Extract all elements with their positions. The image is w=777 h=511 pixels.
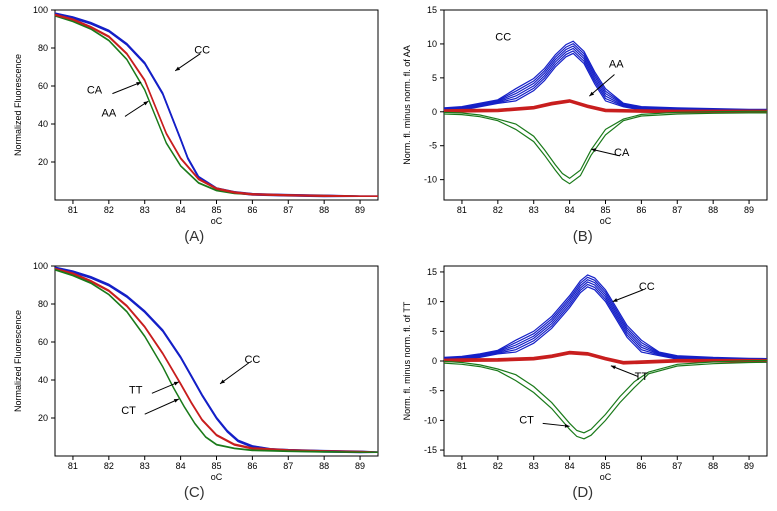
svg-text:10: 10 — [426, 39, 436, 49]
svg-text:86: 86 — [636, 205, 646, 215]
svg-text:10: 10 — [426, 296, 436, 306]
svg-text:oC: oC — [599, 216, 611, 226]
svg-text:84: 84 — [176, 205, 186, 215]
svg-text:87: 87 — [672, 205, 682, 215]
svg-text:80: 80 — [38, 299, 48, 309]
svg-text:100: 100 — [33, 5, 48, 15]
svg-text:AA: AA — [101, 107, 116, 119]
svg-text:-15: -15 — [423, 445, 436, 455]
svg-text:CA: CA — [87, 85, 103, 97]
svg-text:82: 82 — [104, 461, 114, 471]
svg-text:85: 85 — [211, 461, 221, 471]
svg-text:40: 40 — [38, 375, 48, 385]
svg-text:TT: TT — [129, 384, 143, 396]
svg-text:84: 84 — [176, 461, 186, 471]
svg-text:CC: CC — [495, 32, 511, 44]
svg-text:CT: CT — [519, 414, 534, 426]
svg-text:-10: -10 — [423, 415, 436, 425]
panel-D-cell: 81 82 83 84 85 86 87 88 89 -15 -10 -5 0 5 10 15 oC Norm. … — [389, 256, 777, 511]
svg-text:81: 81 — [68, 205, 78, 215]
svg-text:5: 5 — [431, 326, 436, 336]
svg-text:oC: oC — [211, 216, 223, 226]
svg-text:Normalized Fluorescence: Normalized Fluorescence — [13, 309, 23, 411]
svg-text:84: 84 — [564, 205, 574, 215]
svg-text:86: 86 — [247, 205, 257, 215]
svg-text:87: 87 — [283, 205, 293, 215]
panel-C-chart: 81 82 83 84 85 86 87 88 89 20 40 60 80 100 oC Normalize… — [0, 256, 388, 486]
svg-text:84: 84 — [564, 461, 574, 471]
svg-text:40: 40 — [38, 119, 48, 129]
svg-text:86: 86 — [636, 461, 646, 471]
panel-C-label: (C) — [0, 484, 389, 501]
panel-B-label: (B) — [389, 228, 777, 245]
svg-text:83: 83 — [140, 205, 150, 215]
panel-A-cell: 81 82 83 84 85 86 87 88 89 20 40 60 80 100 oC Normalize… — [0, 0, 389, 256]
svg-text:80: 80 — [38, 43, 48, 53]
svg-text:15: 15 — [426, 266, 436, 276]
svg-text:83: 83 — [528, 461, 538, 471]
svg-text:-5: -5 — [428, 385, 436, 395]
svg-text:87: 87 — [283, 461, 293, 471]
svg-text:88: 88 — [708, 205, 718, 215]
svg-text:81: 81 — [456, 205, 466, 215]
svg-text:60: 60 — [38, 337, 48, 347]
panel-A-label: (A) — [0, 228, 389, 245]
svg-text:60: 60 — [38, 81, 48, 91]
svg-text:88: 88 — [708, 461, 718, 471]
svg-text:CC: CC — [194, 45, 210, 57]
svg-text:oC: oC — [211, 472, 223, 482]
svg-text:83: 83 — [140, 461, 150, 471]
svg-text:82: 82 — [492, 205, 502, 215]
svg-text:86: 86 — [247, 461, 257, 471]
svg-text:89: 89 — [744, 461, 754, 471]
panel-D-label: (D) — [389, 484, 777, 501]
svg-text:15: 15 — [426, 5, 436, 15]
svg-text:-5: -5 — [428, 141, 436, 151]
panel-D-chart: 81 82 83 84 85 86 87 88 89 -15 -10 -5 0 5 10 15 oC Norm. … — [389, 256, 777, 486]
svg-text:TT: TT — [634, 371, 648, 383]
svg-text:89: 89 — [744, 205, 754, 215]
svg-text:oC: oC — [599, 472, 611, 482]
svg-text:0: 0 — [431, 107, 436, 117]
svg-text:20: 20 — [38, 157, 48, 167]
svg-text:88: 88 — [319, 205, 329, 215]
svg-text:Normalized Fluorescence: Normalized Fluorescence — [13, 54, 23, 156]
svg-text:CA: CA — [614, 147, 630, 159]
svg-text:89: 89 — [355, 205, 365, 215]
svg-text:81: 81 — [456, 461, 466, 471]
panel-grid: 81828384858687888920406080100oCNormalize… — [0, 0, 777, 511]
svg-text:82: 82 — [492, 461, 502, 471]
panel-C-cell: 81 82 83 84 85 86 87 88 89 20 40 60 80 100 oC Normalize… — [0, 256, 389, 511]
svg-text:85: 85 — [600, 461, 610, 471]
svg-text:Norm. fl. minus norm. fl. of A: Norm. fl. minus norm. fl. of AA — [402, 45, 412, 165]
svg-text:82: 82 — [104, 205, 114, 215]
panel-B-chart: 81 82 83 84 85 86 87 88 89 -10 -5 0 5 10 15 oC Norm. fl.… — [389, 0, 777, 230]
svg-text:0: 0 — [431, 356, 436, 366]
svg-text:CT: CT — [121, 405, 136, 417]
panel-B-cell: 81 82 83 84 85 86 87 88 89 -10 -5 0 5 10 15 oC Norm. fl.… — [389, 0, 777, 256]
svg-text:5: 5 — [431, 73, 436, 83]
svg-text:85: 85 — [211, 205, 221, 215]
svg-text:88: 88 — [319, 461, 329, 471]
svg-text:100: 100 — [33, 261, 48, 271]
svg-text:83: 83 — [528, 205, 538, 215]
svg-text:AA: AA — [608, 59, 623, 71]
svg-text:-10: -10 — [423, 175, 436, 185]
svg-text:87: 87 — [672, 461, 682, 471]
svg-text:85: 85 — [600, 205, 610, 215]
svg-text:89: 89 — [355, 461, 365, 471]
panel-A-chart: 81 82 83 84 85 86 87 88 89 20 40 60 80 100 oC Normalize… — [0, 0, 388, 230]
svg-text:20: 20 — [38, 413, 48, 423]
svg-text:Norm. fl. minus norm. fl. of T: Norm. fl. minus norm. fl. of TT — [402, 301, 412, 420]
svg-text:81: 81 — [68, 461, 78, 471]
